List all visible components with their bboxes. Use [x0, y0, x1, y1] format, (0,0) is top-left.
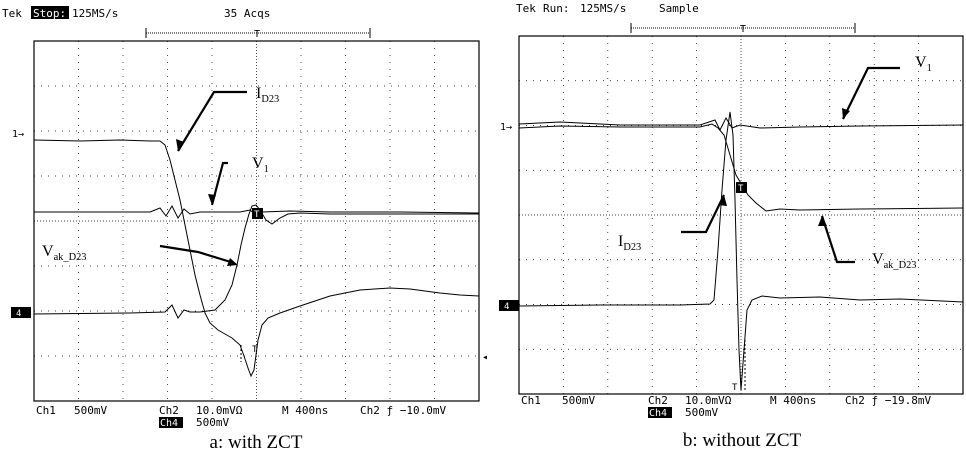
- panel-b-cursor-label: T: [732, 383, 738, 393]
- panel-b-readout-ch2-scale: 10.0mVΩ: [685, 394, 732, 407]
- panel-a-readout-trigger: Ch2 ƒ −10.0mV: [360, 404, 446, 417]
- panel-a-record-bracket: [145, 28, 371, 38]
- panel-a-arrow-v1: [210, 161, 228, 206]
- panel-a-arrowhead-id23: [176, 139, 184, 151]
- panel-b: Tek Run: 125MS/s Sample T 1→ 4 T T: [499, 2, 964, 451]
- panel-b-arrow-vak: [820, 215, 855, 264]
- panel-a-trigger-level-marker: ◂: [482, 352, 488, 363]
- panel-b-trace-v1: [518, 116, 964, 132]
- panel-b-trace-vak: [518, 123, 964, 212]
- panel-a-arrowhead-v1: [208, 194, 216, 205]
- panel-b-record-bracket: [630, 23, 856, 33]
- panel-b-state: Run:: [543, 2, 570, 15]
- panel-a-ch1-marker: 1→: [12, 129, 24, 140]
- panel-b-trigger-top: T: [740, 24, 746, 35]
- panel-a-label-v1: V1: [252, 155, 269, 175]
- panel-a-cursor-label: T: [252, 345, 258, 355]
- panel-b-caption: b: without ZCT: [683, 430, 802, 451]
- panel-b-ch1-marker: 1→: [500, 122, 512, 133]
- panel-a-trigger-point: [252, 208, 263, 219]
- panel-b-trigger-point-label: T: [738, 184, 744, 194]
- panel-b-arrowhead-vak: [818, 216, 827, 226]
- panel-a-readout-ch1-scale: 500mV: [74, 404, 107, 417]
- panel-b-rate: 125MS/s: [580, 2, 626, 15]
- panel-b-readout-ch1: Ch1: [521, 394, 541, 407]
- panel-b-trace-id23: [518, 111, 964, 391]
- panel-a-arrow-id23: [177, 90, 247, 152]
- panel-a-state: Stop:: [33, 7, 66, 20]
- panel-a-readout-ch4-box: [159, 417, 183, 428]
- panel-b-arrowhead-id23: [718, 195, 727, 206]
- panel-a-caption: a: with ZCT: [210, 432, 303, 453]
- panel-a: Tek Stop: 125MS/s 35 Acqs T 1→ 4 T T: [2, 6, 480, 453]
- panel-b-readout-ch1-scale: 500mV: [562, 394, 595, 407]
- panel-b-label-v1: V1: [915, 54, 932, 74]
- panel-a-trace-v1: [34, 204, 480, 219]
- panel-b-readout-ch4-scale: 500mV: [685, 406, 718, 419]
- panel-a-readout-ch1: Ch1: [36, 404, 56, 417]
- panel-b-arrowhead-v1: [842, 108, 850, 119]
- panel-b-arrow-v1: [842, 66, 900, 120]
- panel-b-grid: [519, 36, 963, 394]
- panel-b-readout-trigger: Ch2 ƒ −19.8mV: [845, 394, 931, 407]
- panel-a-readout-timebase: M 400ns: [282, 404, 328, 417]
- panel-b-readout-ch4-box: [648, 407, 672, 418]
- panel-a-label-id23: ID23: [256, 85, 279, 105]
- panel-a-arrow-vak: [159, 244, 235, 265]
- panel-a-trigger-point-label: T: [254, 210, 260, 220]
- panel-a-trace-id23: [33, 139, 480, 378]
- panel-a-trace-vak: [33, 204, 479, 319]
- panel-a-ch4-marker-box: [11, 307, 31, 318]
- panel-b-acq: Sample: [659, 2, 699, 15]
- panel-a-brand: Tek: [2, 7, 22, 20]
- panel-b-ch4-marker: 4: [504, 302, 509, 312]
- panel-b-brand: Tek: [516, 2, 536, 15]
- panel-a-state-badge: [31, 6, 69, 19]
- panel-a-readout-ch2-scale: 10.0mVΩ: [196, 404, 243, 417]
- panel-b-trigger-point: [736, 182, 747, 193]
- panel-b-label-vak: Vak_D23: [872, 251, 916, 271]
- panel-a-label-vak: Vak_D23: [42, 243, 86, 263]
- panel-a-ch4-marker: 4: [16, 309, 21, 319]
- panel-a-acq: 35 Acqs: [224, 7, 270, 20]
- panel-b-label-id23: ID23: [618, 233, 641, 253]
- watermark: [300, 60, 890, 457]
- panel-b-ch4-marker-box: [499, 300, 519, 311]
- panel-a-readout-ch2: Ch2: [159, 404, 179, 417]
- panel-b-arrow-id23: [681, 194, 725, 234]
- panel-a-trigger-top: T: [254, 29, 260, 40]
- panel-b-readout-ch4: Ch4: [649, 408, 667, 419]
- panel-b-readout-ch2: Ch2: [648, 394, 668, 407]
- panel-a-rate: 125MS/s: [72, 7, 118, 20]
- panel-a-grid: [34, 41, 479, 401]
- panel-a-arrowhead-vak: [227, 258, 238, 266]
- panel-a-readout-ch4-scale: 500mV: [196, 416, 229, 429]
- panel-b-readout-timebase: M 400ns: [770, 394, 816, 407]
- panel-a-readout-ch4: Ch4: [160, 418, 178, 429]
